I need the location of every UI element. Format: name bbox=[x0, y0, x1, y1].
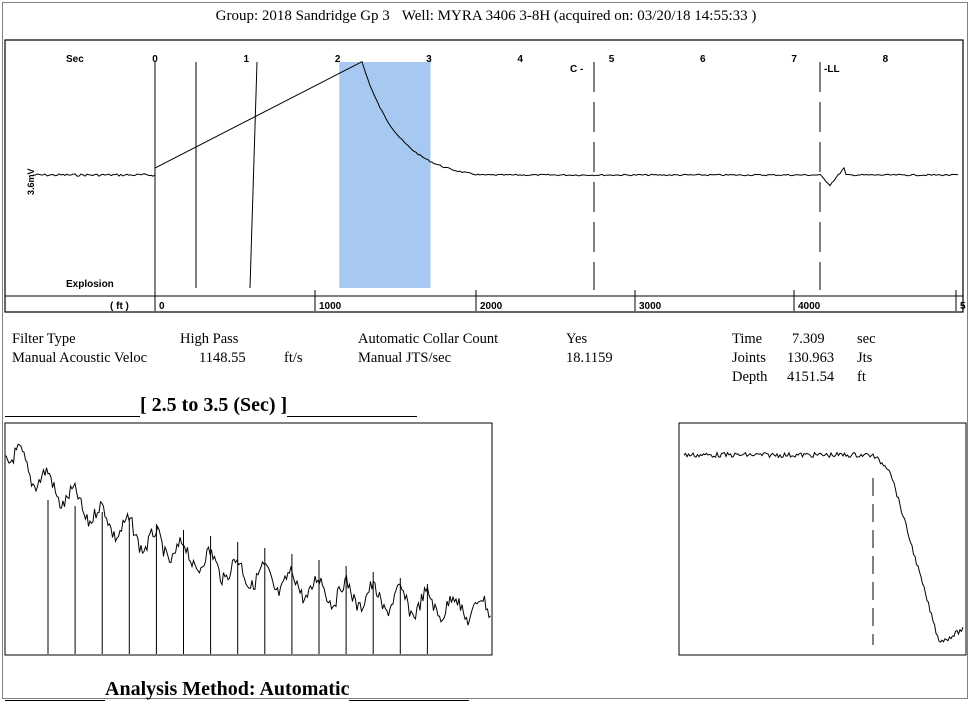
detail-chart-border bbox=[678, 422, 967, 656]
time-label: Time bbox=[732, 331, 763, 347]
ft-tick-labels: 0 1000 2000 3000 4000 5 bbox=[154, 290, 966, 312]
sec-tick-8: 8 bbox=[883, 54, 889, 65]
sec-tick-1: 1 bbox=[244, 54, 250, 65]
detail-trace-line bbox=[683, 451, 964, 643]
zoom-chart-border bbox=[4, 422, 493, 656]
main-chart-border bbox=[4, 39, 964, 313]
filter-type-label: Filter Type bbox=[12, 331, 76, 347]
marker-label-ll: -LL bbox=[824, 64, 840, 75]
acoustic-velocity-value: 1148.55 bbox=[199, 350, 246, 366]
ft-tick-2000: 2000 bbox=[480, 301, 503, 312]
joints-unit: Jts bbox=[857, 350, 873, 366]
ft-tick-4000: 4000 bbox=[798, 301, 821, 312]
jts-per-sec-label: Manual JTS/sec bbox=[358, 350, 452, 366]
depth-label: Depth bbox=[732, 369, 768, 385]
zoom-window-title: [ 2.5 to 3.5 (Sec) ] bbox=[5, 393, 418, 417]
marker-lines: C - -LL bbox=[570, 62, 840, 290]
acoustic-velocity-unit: ft/s bbox=[284, 350, 303, 366]
well-label: Well: MYRA 3406 3-8H (acquired on: 03/20… bbox=[401, 8, 757, 24]
collar-count-value: Yes bbox=[566, 331, 588, 347]
joints-value: 130.963 bbox=[787, 350, 835, 366]
ft-tick-3000: 3000 bbox=[639, 301, 662, 312]
highlight-window[interactable] bbox=[339, 62, 431, 288]
report-header: Group: 2018 Sandridge Gp 3 Well: MYRA 340… bbox=[0, 8, 972, 25]
explosion-label: Explosion bbox=[66, 279, 114, 290]
acoustic-velocity-label: Manual Acoustic Veloc bbox=[12, 350, 148, 366]
sec-tick-5: 5 bbox=[609, 54, 615, 65]
filter-type-value: High Pass bbox=[180, 331, 239, 347]
ft-axis-label: ( ft ) bbox=[110, 301, 129, 312]
mv-scale-label: 3.6mV bbox=[26, 168, 36, 195]
collar-count-label: Automatic Collar Count bbox=[358, 331, 499, 347]
analysis-method-label: Analysis Method: Automatic bbox=[105, 678, 350, 700]
depth-unit: ft bbox=[857, 369, 866, 385]
ft-tick-1000: 1000 bbox=[319, 301, 342, 312]
ft-tick-0: 0 bbox=[159, 301, 165, 312]
depth-value: 4151.54 bbox=[787, 369, 835, 385]
sec-tick-0: 0 bbox=[152, 54, 158, 65]
sec-tick-4: 4 bbox=[517, 54, 523, 65]
acoustic-trace-line bbox=[32, 61, 959, 187]
zoom-trace-line bbox=[5, 443, 491, 626]
explosion-line-3 bbox=[249, 61, 258, 289]
ft-tick-5: 5 bbox=[960, 301, 966, 312]
analysis-method: Analysis Method: Automatic bbox=[5, 677, 470, 701]
marker-label-c: C - bbox=[570, 64, 583, 75]
time-value: 7.309 bbox=[792, 331, 825, 347]
sec-tick-6: 6 bbox=[700, 54, 706, 65]
jts-per-sec-value: 18.1159 bbox=[566, 350, 613, 366]
group-label: Group: 2018 Sandridge Gp 3 bbox=[215, 8, 390, 24]
sec-tick-3: 3 bbox=[426, 54, 432, 65]
time-unit: sec bbox=[857, 331, 876, 347]
zoom-range-label: [ 2.5 to 3.5 (Sec) ] bbox=[140, 394, 288, 416]
sec-tick-7: 7 bbox=[791, 54, 797, 65]
sec-axis-label: Sec bbox=[66, 54, 84, 65]
joints-label: Joints bbox=[732, 350, 766, 366]
sec-tick-2: 2 bbox=[335, 54, 341, 65]
sec-tick-labels: 0 1 2 3 4 5 6 7 8 bbox=[152, 54, 888, 65]
explosion-lines bbox=[154, 61, 258, 290]
collar-count-lines bbox=[47, 500, 428, 654]
